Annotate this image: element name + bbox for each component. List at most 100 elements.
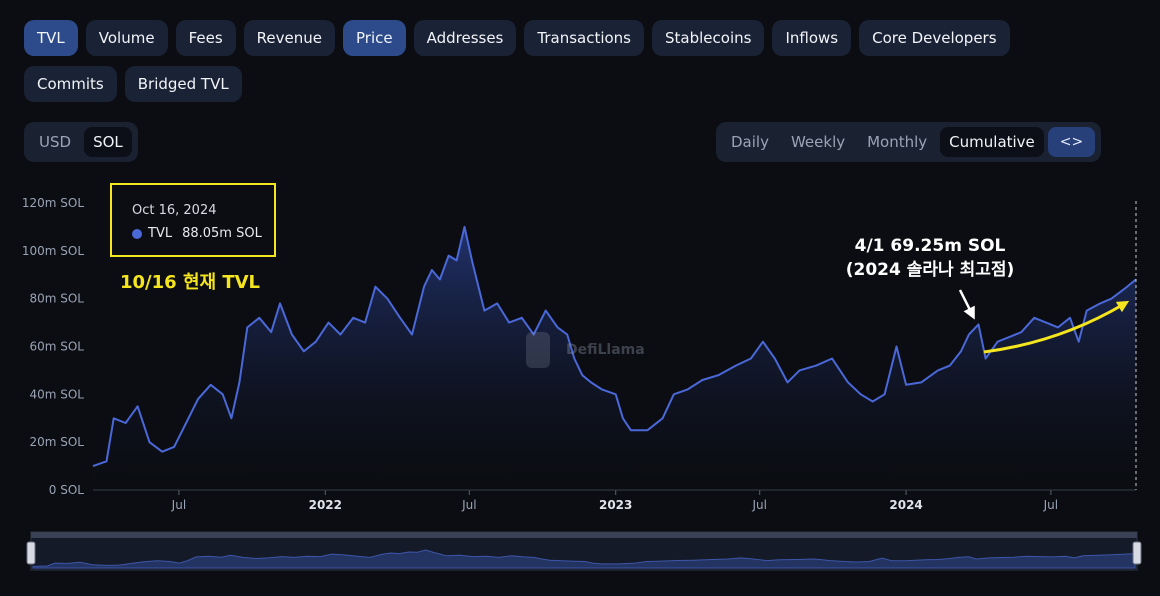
data-point[interactable]: [995, 339, 1000, 344]
data-point[interactable]: [1084, 308, 1089, 313]
data-point[interactable]: [482, 308, 487, 313]
data-point[interactable]: [123, 421, 128, 426]
data-point[interactable]: [351, 315, 356, 320]
data-point[interactable]: [289, 332, 294, 337]
data-point[interactable]: [373, 284, 378, 289]
data-point[interactable]: [257, 315, 262, 320]
data-point[interactable]: [1098, 301, 1103, 306]
data-point[interactable]: [565, 332, 570, 337]
tab-tvl[interactable]: TVL: [24, 20, 78, 56]
data-point[interactable]: [555, 325, 560, 330]
data-point[interactable]: [398, 315, 403, 320]
data-point[interactable]: [429, 267, 434, 272]
data-point[interactable]: [976, 322, 981, 327]
tvl-area-chart[interactable]: 0 SOL 20m SOL 40m SOL 60m SOL 80m SOL 100m SO…: [0, 170, 1160, 596]
data-point[interactable]: [1032, 315, 1037, 320]
data-point[interactable]: [958, 349, 963, 354]
data-point[interactable]: [454, 258, 459, 263]
data-point[interactable]: [338, 332, 343, 337]
data-point[interactable]: [410, 332, 415, 337]
data-point[interactable]: [733, 363, 738, 368]
data-point[interactable]: [1044, 320, 1049, 325]
data-point[interactable]: [700, 377, 705, 382]
data-point[interactable]: [220, 392, 225, 397]
tab-commits[interactable]: Commits: [24, 66, 117, 102]
data-point[interactable]: [1109, 296, 1114, 301]
data-point[interactable]: [645, 428, 650, 433]
data-point[interactable]: [245, 325, 250, 330]
data-point[interactable]: [620, 416, 625, 421]
data-point[interactable]: [269, 330, 274, 335]
data-point[interactable]: [935, 368, 940, 373]
data-point[interactable]: [229, 416, 234, 421]
data-point[interactable]: [1007, 334, 1012, 339]
data-point[interactable]: [519, 315, 524, 320]
data-point[interactable]: [814, 363, 819, 368]
data-point[interactable]: [671, 392, 676, 397]
data-point[interactable]: [830, 356, 835, 361]
data-point[interactable]: [894, 344, 899, 349]
data-point[interactable]: [846, 380, 851, 385]
data-point[interactable]: [160, 449, 165, 454]
data-point[interactable]: [1122, 287, 1127, 292]
data-point[interactable]: [772, 356, 777, 361]
tab-revenue[interactable]: Revenue: [243, 20, 335, 56]
interval-option-monthly[interactable]: Monthly: [867, 133, 928, 151]
navigator-scrollbar[interactable]: [31, 532, 1137, 538]
data-point[interactable]: [237, 380, 242, 385]
data-point[interactable]: [91, 464, 96, 469]
data-point[interactable]: [543, 308, 548, 313]
tab-fees[interactable]: Fees: [175, 20, 236, 56]
data-point[interactable]: [858, 392, 863, 397]
data-point[interactable]: [760, 339, 765, 344]
data-point[interactable]: [613, 392, 618, 397]
tab-bridged-tvl[interactable]: Bridged TVL: [124, 66, 242, 102]
data-point[interactable]: [1067, 315, 1072, 320]
embed-code-icon[interactable]: <>: [1047, 127, 1096, 157]
data-point[interactable]: [313, 339, 318, 344]
interval-option-daily[interactable]: Daily: [731, 133, 769, 151]
data-point[interactable]: [462, 224, 467, 229]
navigator-handle-right[interactable]: [1132, 541, 1142, 565]
data-point[interactable]: [363, 320, 368, 325]
data-point[interactable]: [870, 399, 875, 404]
data-point[interactable]: [446, 253, 451, 258]
data-point[interactable]: [147, 440, 152, 445]
data-point[interactable]: [196, 397, 201, 402]
data-point[interactable]: [748, 356, 753, 361]
data-point[interactable]: [797, 368, 802, 373]
data-point[interactable]: [838, 368, 843, 373]
data-point[interactable]: [135, 404, 140, 409]
data-point[interactable]: [716, 373, 721, 378]
data-point[interactable]: [277, 301, 282, 306]
data-point[interactable]: [326, 320, 331, 325]
data-point[interactable]: [785, 380, 790, 385]
data-point[interactable]: [1076, 339, 1081, 344]
interval-option-cumulative[interactable]: Cumulative: [940, 127, 1044, 157]
interval-option-weekly[interactable]: Weekly: [790, 133, 846, 151]
data-point[interactable]: [495, 301, 500, 306]
navigator-handle-left[interactable]: [26, 541, 36, 565]
data-point[interactable]: [580, 373, 585, 378]
data-point[interactable]: [104, 459, 109, 464]
tab-stablecoins[interactable]: Stablecoins: [652, 20, 765, 56]
data-point[interactable]: [600, 387, 605, 392]
data-point[interactable]: [919, 380, 924, 385]
data-point[interactable]: [208, 382, 213, 387]
data-point[interactable]: [966, 332, 971, 337]
data-point[interactable]: [437, 277, 442, 282]
data-point[interactable]: [184, 421, 189, 426]
data-point[interactable]: [589, 380, 594, 385]
data-point[interactable]: [685, 387, 690, 392]
tab-addresses[interactable]: Addresses: [413, 20, 517, 56]
tab-core-developers[interactable]: Core Developers: [859, 20, 1010, 56]
data-point[interactable]: [1056, 325, 1061, 330]
data-point[interactable]: [983, 356, 988, 361]
data-point[interactable]: [301, 349, 306, 354]
tab-price[interactable]: Price: [343, 20, 406, 56]
data-point[interactable]: [111, 416, 116, 421]
currency-option-sol[interactable]: SOL: [84, 127, 132, 157]
data-point[interactable]: [172, 444, 177, 449]
tab-transactions[interactable]: Transactions: [524, 20, 645, 56]
data-point[interactable]: [507, 320, 512, 325]
